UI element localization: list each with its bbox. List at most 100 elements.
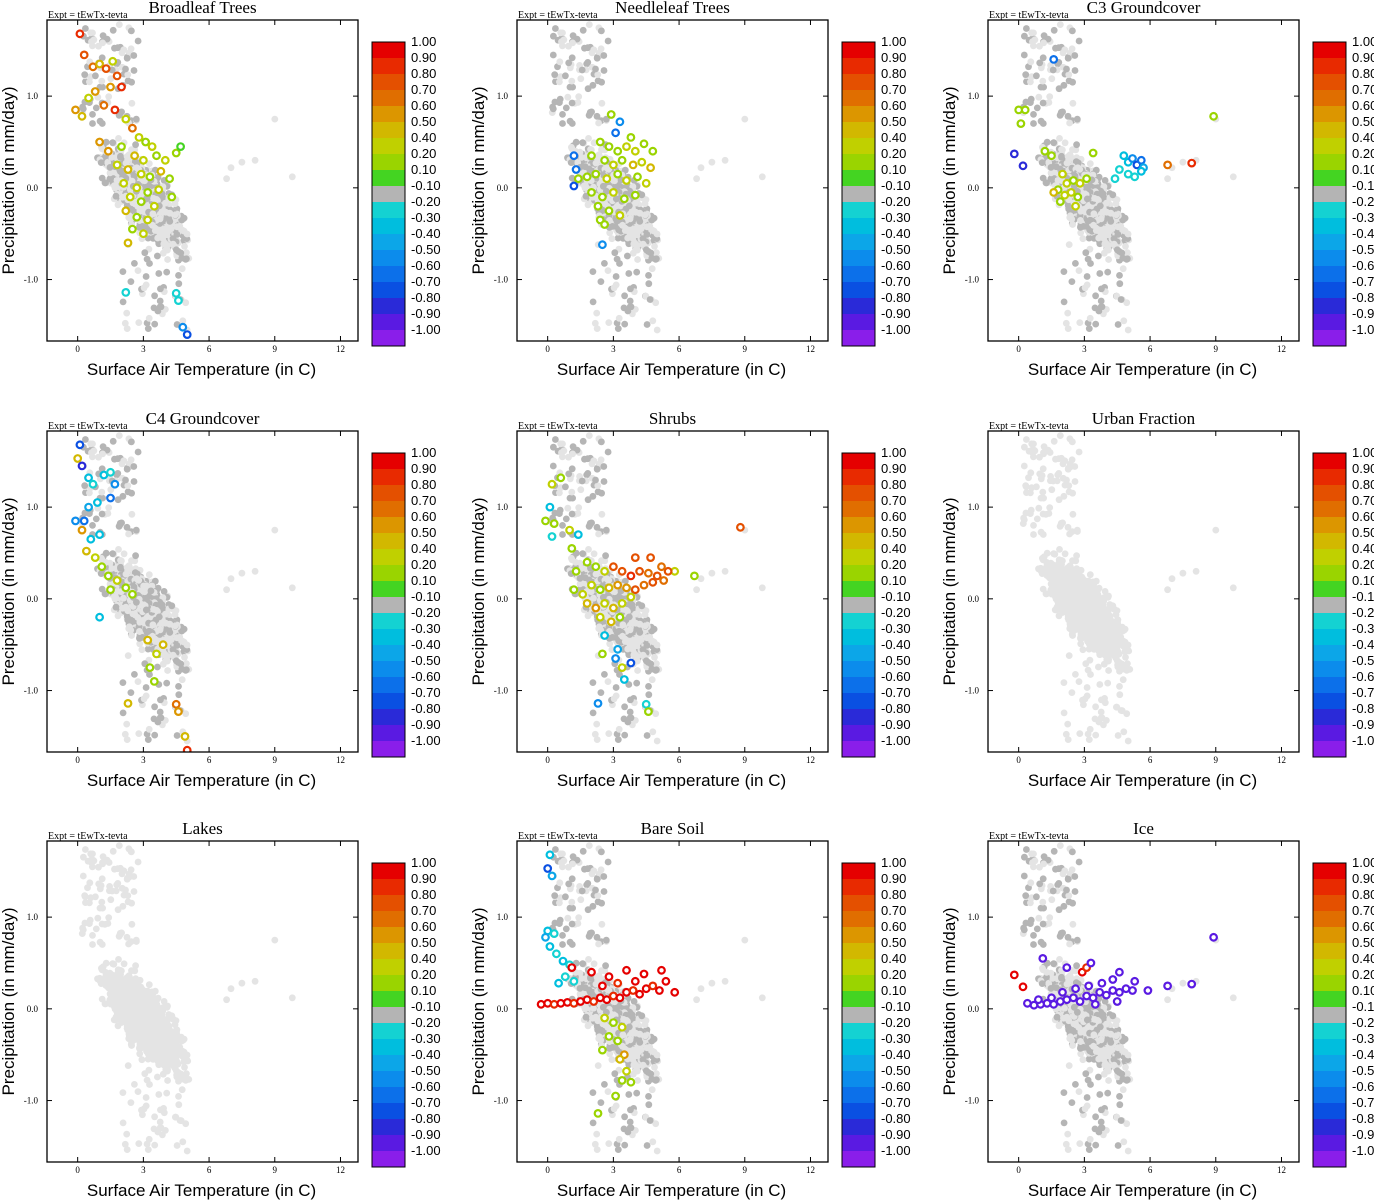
data-point [571,165,581,174]
data-point [132,183,142,193]
y-tick-label: 0.0 [27,183,39,193]
y-tick-label: 1.0 [497,91,509,101]
data-point [628,160,638,170]
background-point [585,21,593,28]
background-point [1043,138,1051,146]
data-point [103,146,113,156]
background-point [92,104,100,112]
colorbar-swatch [842,170,875,186]
background-point [650,214,658,222]
background-point [606,229,614,237]
data-point [611,128,620,138]
background-point [597,45,605,53]
data-point [127,224,137,234]
data-point [600,220,609,229]
background-point [551,71,559,78]
background-point [638,191,646,199]
background-point [112,192,120,200]
background-point [1073,141,1080,149]
background-point [130,52,138,59]
background-point [572,138,580,146]
background-point [558,38,565,45]
background-point [98,174,106,182]
background-point [590,139,598,147]
background-point [128,99,136,107]
background-point [601,260,608,267]
colorbar-label: -1.00 [881,322,911,337]
background-point [593,309,601,317]
background-point [178,265,186,273]
background-point [608,235,616,243]
expt-label: Expt = tEwTx-tevta [989,10,1069,21]
y-tick-label: 0.0 [497,183,509,193]
colorbar-label: 1.00 [881,34,906,49]
colorbar-label: -0.30 [411,210,441,225]
background-points [78,21,296,334]
background-point [1096,240,1104,248]
background-point [653,326,661,334]
background-point [179,317,187,325]
background-point [593,325,601,332]
background-point [123,325,131,332]
background-point [156,215,164,223]
background-point [1069,221,1076,228]
background-point [741,115,749,123]
background-point [96,117,104,125]
background-point [142,273,150,280]
background-point [627,285,634,293]
background-point [119,268,127,275]
background-point [578,66,586,74]
background-point [154,307,162,315]
background-point [645,272,652,279]
background-point [1121,214,1129,222]
data-point [71,105,80,115]
colorbar-swatch [372,58,405,74]
background-point [162,246,170,253]
background-point [111,184,119,192]
background-point [1119,265,1127,273]
background-point [128,146,135,154]
data-point [147,142,157,152]
data-point [138,155,148,165]
background-point [251,156,259,164]
data-point [152,151,161,161]
background-point [575,93,583,100]
colorbar-label: -0.20 [881,194,911,209]
background-point [1085,234,1093,242]
data-point [156,166,166,176]
background-point [89,120,96,127]
highlighted-points [569,110,658,250]
background-point [588,49,596,57]
x-tick-label: 0 [545,344,550,354]
colorbar-swatch [372,154,405,170]
background-point [183,230,191,238]
data-point [573,174,583,184]
background-point [556,95,564,103]
background-point [172,246,180,254]
background-point [648,254,656,262]
y-axis-label: Precipitation (in mm/day) [0,86,18,274]
colorbar-swatch [842,218,875,234]
data-point [648,146,658,156]
background-point [1124,249,1131,256]
background-point [630,240,638,248]
data-point [587,151,596,161]
data-point [615,117,625,127]
colorbar-swatch [372,74,405,90]
background-point [626,297,634,305]
background-point [122,159,130,167]
data-point [613,169,623,179]
data-point [630,146,640,156]
background-point [140,284,148,292]
data-point [606,110,616,119]
data-point [178,322,188,332]
background-point [88,38,95,45]
background-point [157,285,164,293]
data-point [79,50,89,60]
colorbar-label: 0.60 [411,98,436,113]
background-point [108,66,116,74]
background-point [146,260,153,267]
background-point [556,58,564,66]
background-point [603,187,610,195]
